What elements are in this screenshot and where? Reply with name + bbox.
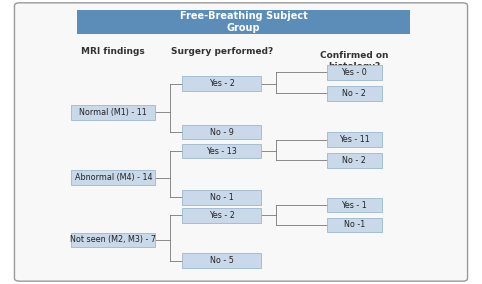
Text: Yes - 2: Yes - 2 xyxy=(209,79,235,88)
Text: No - 1: No - 1 xyxy=(210,193,234,202)
Text: Not seen (M2, M3) - 7: Not seen (M2, M3) - 7 xyxy=(70,235,156,245)
FancyBboxPatch shape xyxy=(182,144,261,158)
Text: Yes - 1: Yes - 1 xyxy=(341,201,367,210)
FancyBboxPatch shape xyxy=(182,253,261,268)
Text: Free-Breathing Subject
Group: Free-Breathing Subject Group xyxy=(179,11,308,33)
Text: MRI findings: MRI findings xyxy=(81,47,145,56)
FancyBboxPatch shape xyxy=(327,65,382,80)
FancyBboxPatch shape xyxy=(327,153,382,168)
Text: No - 9: No - 9 xyxy=(210,128,234,137)
Text: No - 5: No - 5 xyxy=(210,256,234,265)
FancyBboxPatch shape xyxy=(327,86,382,101)
FancyBboxPatch shape xyxy=(182,208,261,223)
FancyBboxPatch shape xyxy=(182,190,261,205)
FancyBboxPatch shape xyxy=(71,170,155,185)
FancyBboxPatch shape xyxy=(71,105,155,120)
FancyBboxPatch shape xyxy=(182,76,261,91)
Text: No - 2: No - 2 xyxy=(342,89,366,98)
Text: Normal (M1) - 11: Normal (M1) - 11 xyxy=(80,108,147,117)
FancyBboxPatch shape xyxy=(327,198,382,212)
Text: Confirmed on
histology?: Confirmed on histology? xyxy=(320,51,388,70)
Text: Yes - 0: Yes - 0 xyxy=(341,68,367,77)
Text: Yes - 13: Yes - 13 xyxy=(206,147,237,156)
FancyBboxPatch shape xyxy=(327,132,382,147)
FancyBboxPatch shape xyxy=(182,125,261,139)
FancyBboxPatch shape xyxy=(77,10,410,34)
Text: Yes - 2: Yes - 2 xyxy=(209,211,235,220)
FancyBboxPatch shape xyxy=(14,3,468,281)
FancyBboxPatch shape xyxy=(327,218,382,232)
FancyBboxPatch shape xyxy=(71,233,155,247)
Text: No - 2: No - 2 xyxy=(342,156,366,165)
Text: No -1: No -1 xyxy=(344,220,365,229)
Text: Yes - 11: Yes - 11 xyxy=(339,135,370,144)
Text: Surgery performed?: Surgery performed? xyxy=(171,47,273,56)
Text: Abnormal (M4) - 14: Abnormal (M4) - 14 xyxy=(75,173,152,182)
